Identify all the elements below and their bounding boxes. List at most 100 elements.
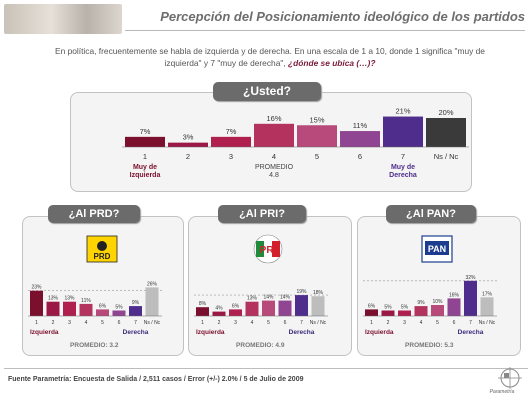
prd-left-label: Izquierda bbox=[30, 329, 59, 336]
prd-value-label: 13% bbox=[64, 296, 75, 302]
prd-category-label: 2 bbox=[52, 320, 55, 326]
pan-bar bbox=[480, 297, 494, 316]
pri-tab: ¿Al PRI? bbox=[218, 205, 306, 223]
prd-value-label: 11% bbox=[81, 298, 91, 304]
pri-left-label: Izquierda bbox=[196, 329, 225, 336]
pri-bar bbox=[245, 301, 259, 316]
usted-bar bbox=[340, 131, 380, 147]
pri-value-label: 4% bbox=[215, 306, 223, 312]
usted-bar bbox=[297, 125, 337, 147]
usted-left-label: Muy de bbox=[133, 164, 157, 171]
prd-right-label: Derecha bbox=[123, 329, 149, 336]
pri-title: ¿Al PRI? bbox=[239, 208, 285, 220]
prd-value-label: 23% bbox=[31, 285, 42, 291]
pan-logo-fill bbox=[425, 241, 449, 255]
pri-category-label: 2 bbox=[218, 320, 221, 326]
usted-bar bbox=[211, 136, 251, 147]
pri-category-label: 3 bbox=[234, 320, 237, 326]
usted-chart: 7% 1 3% 2 7% 3 16% 4 15% 5 11% 6 21% 7 20% Ns / Nc Muy d… bbox=[122, 107, 469, 179]
footer-source: Fuente Parametría: Encuesta de Salida / … bbox=[8, 376, 304, 383]
prd-bar bbox=[79, 303, 93, 316]
pan-value-label: 32% bbox=[465, 275, 476, 281]
usted-value-label: 16% bbox=[266, 114, 281, 123]
pan-category-label: 5 bbox=[436, 320, 439, 326]
usted-category-label: 4 bbox=[272, 152, 276, 161]
prd-chart: PRD 23% 1 13% 2 13% 3 11% 4 6% 5 5% 6 9% 7 26% Ns / Nc Iz… bbox=[28, 235, 162, 349]
prd-bar bbox=[46, 301, 60, 316]
pri-bar bbox=[295, 295, 308, 316]
pri-value-label: 13% bbox=[247, 296, 258, 302]
pri-value-label: 6% bbox=[232, 303, 240, 309]
usted-value-label: 7% bbox=[226, 127, 237, 136]
title-divider bbox=[125, 30, 525, 31]
usted-value-label: 20% bbox=[438, 108, 453, 117]
pri-value-label: 18% bbox=[313, 290, 324, 296]
usted-bar bbox=[383, 116, 423, 147]
pan-value-label: 17% bbox=[482, 291, 493, 297]
usted-bar bbox=[125, 136, 165, 147]
prd-value-label: 9% bbox=[132, 300, 140, 306]
pan-category-label: 1 bbox=[370, 320, 373, 326]
pri-value-label: 19% bbox=[296, 289, 307, 295]
usted-category-label: 1 bbox=[143, 152, 147, 161]
pan-chart: PAN 6% 1 5% 2 5% 3 9% 4 10% 5 16% 6 32% 7 17% Ns / Nc Izq… bbox=[363, 235, 497, 349]
page-title: Percepción del Posicionamiento ideológic… bbox=[160, 9, 525, 24]
pri-logo-green bbox=[256, 241, 264, 257]
usted-category-label: 2 bbox=[186, 152, 190, 161]
pan-value-label: 5% bbox=[401, 305, 409, 311]
header: Percepción del Posicionamiento ideológic… bbox=[0, 0, 532, 40]
pri-bar bbox=[229, 309, 242, 316]
prd-promedio: PROMEDIO: 3.2 bbox=[70, 342, 119, 349]
prd-category-label: 5 bbox=[101, 320, 104, 326]
pan-tab: ¿Al PAN? bbox=[386, 205, 476, 223]
usted-category-label: 5 bbox=[315, 152, 319, 161]
prd-logo-text: PRD bbox=[94, 252, 111, 261]
prd-bar bbox=[63, 301, 76, 316]
usted-category-label: 3 bbox=[229, 152, 233, 161]
usted-bar bbox=[168, 142, 208, 147]
pan-bar bbox=[414, 306, 428, 316]
pan-bar bbox=[381, 310, 395, 316]
pri-value-label: 14% bbox=[263, 295, 274, 301]
usted-value-label: 3% bbox=[183, 133, 194, 142]
usted-left-label: Izquierda bbox=[130, 172, 161, 179]
pan-bar bbox=[447, 298, 461, 316]
pan-category-label: 4 bbox=[420, 320, 423, 326]
pri-bar bbox=[262, 300, 275, 316]
usted-right-label: Muy de bbox=[391, 164, 415, 171]
pan-bar bbox=[365, 309, 378, 316]
prd-title: ¿Al PRD? bbox=[68, 208, 120, 220]
prd-value-label: 6% bbox=[99, 303, 107, 309]
pan-value-label: 10% bbox=[432, 299, 443, 305]
pri-category-label: 4 bbox=[251, 320, 254, 326]
pri-category-label: 5 bbox=[267, 320, 270, 326]
usted-value-label: 11% bbox=[353, 121, 368, 130]
pan-title: ¿Al PAN? bbox=[406, 208, 456, 220]
pan-category-label: Ns / Nc bbox=[479, 320, 496, 326]
pan-logo-text: PAN bbox=[428, 244, 446, 254]
usted-tab: ¿Usted? bbox=[213, 82, 321, 101]
header-photo bbox=[4, 4, 122, 34]
prd-sun-icon bbox=[97, 241, 107, 251]
pan-bar bbox=[431, 305, 444, 316]
usted-right-label: Derecha bbox=[389, 172, 417, 179]
pan-category-label: 6 bbox=[453, 320, 456, 326]
prd-bar bbox=[129, 306, 142, 316]
prd-category-label: Ns / Nc bbox=[144, 320, 161, 326]
pri-right-label: Derecha bbox=[289, 329, 315, 336]
prd-category-label: 1 bbox=[35, 320, 38, 326]
prd-category-label: 4 bbox=[85, 320, 88, 326]
pri-bar bbox=[212, 311, 226, 316]
usted-category-label: 7 bbox=[401, 152, 405, 161]
prd-bar bbox=[145, 287, 159, 316]
pri-value-label: 8% bbox=[199, 301, 207, 307]
usted-value-label: 15% bbox=[309, 115, 324, 124]
prd-category-label: 3 bbox=[68, 320, 71, 326]
pri-value-label: 14% bbox=[280, 295, 291, 301]
pan-left-label: Izquierda bbox=[365, 329, 394, 336]
pri-logo-text: PRI bbox=[260, 245, 277, 256]
pri-category-label: 1 bbox=[201, 320, 204, 326]
pan-value-label: 16% bbox=[449, 292, 460, 298]
pri-bar bbox=[278, 300, 292, 316]
